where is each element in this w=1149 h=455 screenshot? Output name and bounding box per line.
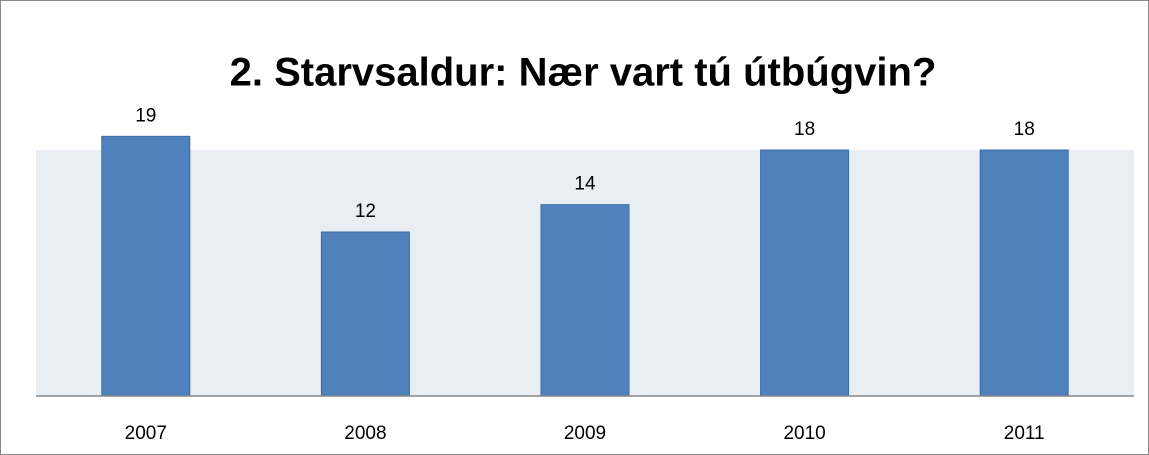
- chart-title: 2. Starvsaldur: Nær vart tú útbúgvin?: [230, 51, 937, 95]
- data-label: 19: [135, 105, 156, 126]
- data-label: 14: [574, 174, 596, 195]
- x-tick-label: 2008: [344, 423, 386, 444]
- x-tick-label: 2009: [564, 423, 606, 444]
- data-label: 18: [1014, 119, 1035, 140]
- x-tick-label: 2007: [125, 423, 167, 444]
- bar: [979, 149, 1069, 397]
- data-label: 12: [355, 201, 376, 222]
- bar: [320, 231, 410, 397]
- bar: [760, 149, 850, 397]
- bar: [101, 135, 191, 397]
- data-label: 18: [794, 119, 815, 140]
- x-tick-label: 2011: [1004, 423, 1045, 444]
- bar: [540, 204, 630, 397]
- x-tick-label: 2010: [783, 423, 825, 444]
